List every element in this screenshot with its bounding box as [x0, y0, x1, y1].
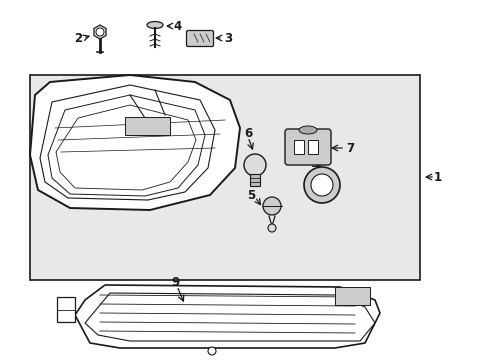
- Bar: [334, 287, 369, 305]
- Circle shape: [310, 174, 332, 196]
- Bar: [30, 75, 419, 280]
- Text: 9: 9: [170, 275, 179, 288]
- FancyBboxPatch shape: [285, 129, 330, 165]
- Circle shape: [96, 28, 104, 36]
- Polygon shape: [30, 75, 240, 210]
- Text: 7: 7: [345, 141, 353, 154]
- Text: 1: 1: [433, 171, 441, 184]
- Polygon shape: [75, 285, 379, 348]
- Bar: [307, 140, 317, 154]
- Text: 3: 3: [224, 32, 232, 45]
- Bar: [57, 297, 75, 322]
- Text: 8: 8: [313, 156, 322, 168]
- Circle shape: [263, 197, 281, 215]
- Text: 5: 5: [246, 189, 255, 202]
- Bar: [249, 174, 260, 186]
- Ellipse shape: [147, 22, 163, 28]
- Bar: [125, 117, 170, 135]
- Circle shape: [244, 154, 265, 176]
- Text: 6: 6: [244, 126, 252, 140]
- Circle shape: [267, 224, 275, 232]
- Polygon shape: [94, 25, 106, 39]
- Text: 4: 4: [174, 19, 182, 32]
- Text: 2: 2: [74, 32, 82, 45]
- Circle shape: [304, 167, 339, 203]
- Ellipse shape: [298, 126, 316, 134]
- Bar: [293, 140, 304, 154]
- Circle shape: [207, 347, 216, 355]
- FancyBboxPatch shape: [186, 31, 213, 46]
